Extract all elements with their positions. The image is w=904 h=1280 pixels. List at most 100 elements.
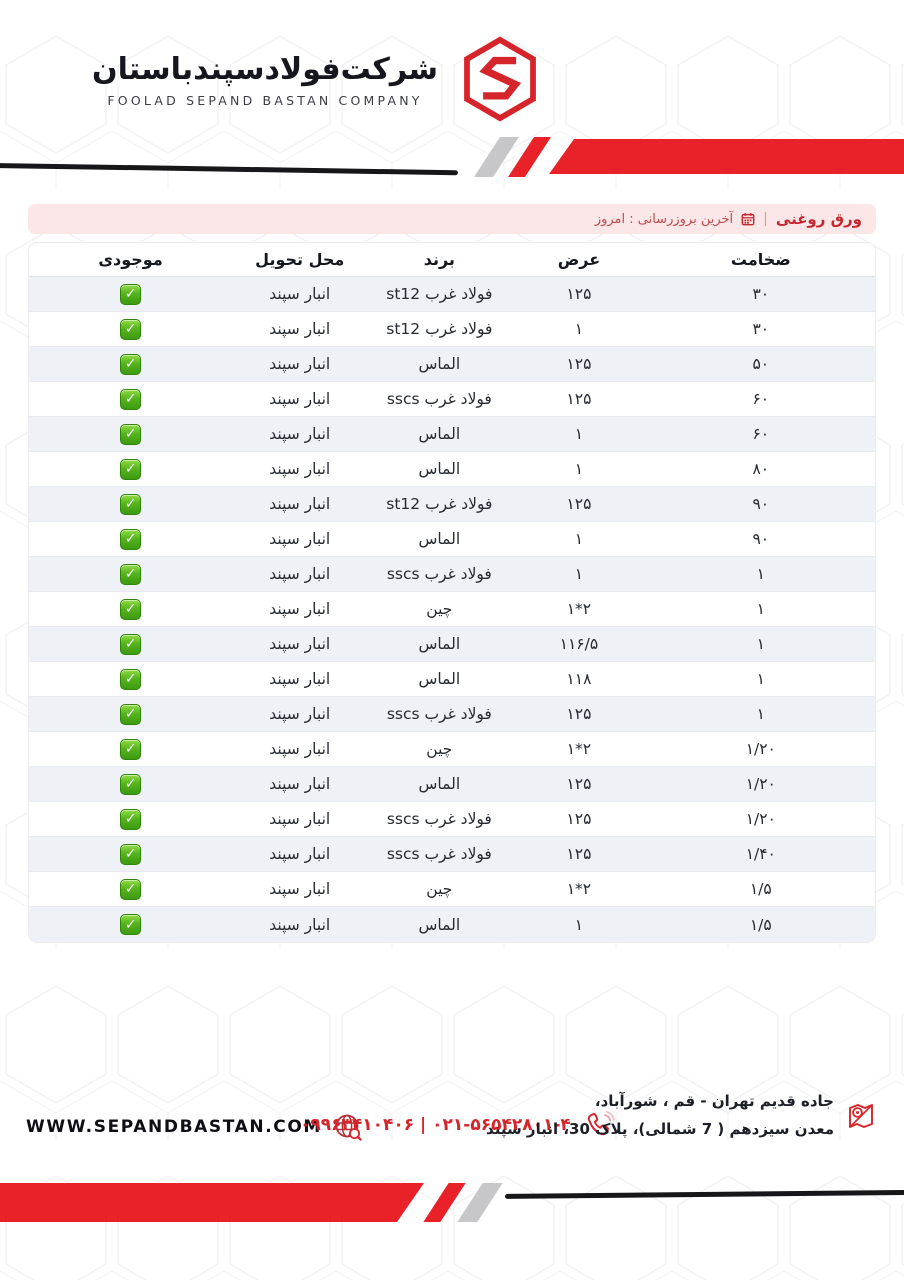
table-row: ۶۰ ۱ الماس انبار سپند ✓ (29, 417, 875, 452)
table-row: ۱ ۱ فولاد غرب sscs انبار سپند ✓ (29, 557, 875, 592)
thickness-cell: ۱ (756, 635, 765, 653)
width-cell: ۱۲۵ (566, 495, 592, 513)
width-cell: ۱۲۵ (566, 705, 592, 723)
stock-table: ضخامت عرض برند محل تحویل موجودی ۳۰ ۱۲۵ فول… (28, 242, 876, 943)
calendar-icon (741, 213, 755, 226)
delivery-cell: انبار سپند (269, 495, 331, 513)
thickness-cell: ۳۰ (752, 285, 770, 303)
stock-cell: ✓ (29, 417, 232, 451)
address-line-2: معدن سیزدهم ( 7 شمالی)، پلاک 30، انبار س… (486, 1119, 834, 1138)
width-cell: ۱۲۵ (566, 390, 592, 408)
thickness-cell: ۱/۲۰ (745, 810, 776, 828)
thickness-cell: ۱/۲۰ (745, 740, 776, 758)
delivery-cell: انبار سپند (269, 670, 331, 688)
table-row: ۹۰ ۱۲۵ فولاد غرب st12 انبار سپند ✓ (29, 487, 875, 522)
thickness-cell: ۳۰ (752, 320, 770, 338)
table-row: ۱/۴۰ ۱۲۵ فولاد غرب sscs انبار سپند ✓ (29, 837, 875, 872)
brand-cell: الماس (418, 670, 461, 688)
table-row: ۳۰ ۱۲۵ فولاد غرب st12 انبار سپند ✓ (29, 277, 875, 312)
price-table-section: ورق روغنی | آخرین بروزرسانی : امروز ضخام… (28, 204, 876, 943)
stock-cell: ✓ (29, 767, 232, 801)
brand-cell: فولاد غرب st12 (386, 495, 493, 513)
brand-cell: الماس (418, 530, 461, 548)
green-check-icon: ✓ (120, 598, 142, 620)
company-name-english: FOOLAD SEPAND BASTAN COMPANY (107, 93, 423, 108)
delivery-cell: انبار سپند (269, 810, 331, 828)
stock-cell: ✓ (29, 347, 232, 381)
stock-cell: ✓ (29, 627, 232, 661)
table-row: ۱/۵ ۱ الماس انبار سپند ✓ (29, 907, 875, 942)
stock-cell: ✓ (29, 277, 232, 311)
header-brand: برند (423, 250, 455, 269)
table-row: ۱ ۱۱۸ الماس انبار سپند ✓ (29, 662, 875, 697)
delivery-cell: انبار سپند (269, 355, 331, 373)
green-check-icon: ✓ (120, 563, 142, 585)
width-cell: ۱۲۵ (566, 845, 592, 863)
thickness-cell: ۶۰ (752, 390, 770, 408)
green-check-icon: ✓ (120, 493, 142, 515)
thickness-cell: ۹۰ (752, 530, 770, 548)
table-row: ۱/۲۰ ۱۲۵ فولاد غرب sscs انبار سپند ✓ (29, 802, 875, 837)
thickness-cell: ۱/۵ (749, 915, 772, 934)
green-check-icon: ✓ (120, 703, 142, 725)
stock-cell: ✓ (29, 382, 232, 416)
delivery-cell: انبار سپند (269, 600, 331, 618)
thickness-cell: ۹۰ (752, 495, 770, 513)
thickness-cell: ۶۰ (752, 425, 770, 443)
title-separator: | (763, 211, 768, 227)
website-block: WWW.SEPANDBASTAN.COM (26, 1112, 363, 1142)
brand-cell: فولاد غرب sscs (386, 845, 492, 863)
brand-cell: چین (426, 740, 453, 758)
thickness-cell: ۱/۲۰ (745, 775, 776, 793)
brand-cell: الماس (418, 635, 461, 653)
stock-cell: ✓ (29, 522, 232, 556)
brand-cell: الماس (418, 425, 461, 443)
address-line-1: جاده قدیم تهران - قم ، شورآباد، (594, 1092, 834, 1110)
width-cell: ۱ (574, 320, 584, 338)
brand-cell: فولاد غرب sscs (386, 810, 492, 828)
width-cell: ۱*۲ (566, 880, 592, 898)
phone-numbers: ۰۹۹۶۳۴۱۰۴۰۶ | ۰۲۱-۵۶۵۴۲۸۰۱-۴ (300, 1115, 571, 1135)
hexagon-s-logo-icon (464, 36, 536, 122)
company-logo-block: شرکت‌فولادسپندباستان FOOLAD SEPAND BASTA… (92, 36, 548, 122)
brand-cell: فولاد غرب sscs (386, 565, 492, 583)
table-row: ۹۰ ۱ الماس انبار سپند ✓ (29, 522, 875, 557)
green-check-icon: ✓ (120, 738, 142, 760)
table-row: ۱ ۱*۲ چین انبار سپند ✓ (29, 592, 875, 627)
table-body: ۳۰ ۱۲۵ فولاد غرب st12 انبار سپند ✓ ۳۰ ۱ فولاد غ… (29, 277, 875, 942)
address-block: جاده قدیم تهران - قم ، شورآباد، معدن سیز… (486, 1088, 878, 1144)
table-row: ۳۰ ۱ فولاد غرب st12 انبار سپند ✓ (29, 312, 875, 347)
table-row: ۱ ۱۲۵ فولاد غرب sscs انبار سپند ✓ (29, 697, 875, 732)
last-update-text: آخرین بروزرسانی : امروز (594, 211, 734, 227)
width-cell: ۱*۲ (566, 740, 592, 758)
table-header-row: ضخامت عرض برند محل تحویل موجودی (29, 243, 875, 277)
company-name-block: شرکت‌فولادسپندباستان FOOLAD SEPAND BASTA… (92, 50, 438, 108)
delivery-cell: انبار سپند (269, 775, 331, 793)
width-cell: ۱۱۸ (566, 670, 592, 688)
stock-cell: ✓ (29, 732, 232, 766)
brand-cell: فولاد غرب sscs (386, 705, 492, 723)
stock-cell: ✓ (29, 487, 232, 521)
delivery-cell: انبار سپند (269, 530, 331, 548)
stock-cell: ✓ (29, 872, 232, 906)
green-check-icon: ✓ (120, 843, 142, 865)
brand-cell: الماس (418, 355, 461, 373)
delivery-cell: انبار سپند (269, 845, 331, 863)
thickness-cell: ۵۰ (752, 355, 770, 373)
delivery-cell: انبار سپند (269, 425, 331, 443)
table-title-bar: ورق روغنی | آخرین بروزرسانی : امروز (28, 204, 876, 234)
table-row: ۱/۲۰ ۱*۲ چین انبار سپند ✓ (29, 732, 875, 767)
delivery-cell: انبار سپند (269, 285, 331, 303)
green-check-icon: ✓ (120, 528, 142, 550)
width-cell: ۱*۲ (566, 600, 592, 618)
width-cell: ۱ (574, 565, 584, 583)
width-cell: ۱۲۵ (566, 355, 592, 373)
stock-cell: ✓ (29, 452, 232, 486)
width-cell: ۱۱۶/۵ (559, 635, 599, 653)
table-row: ۶۰ ۱۲۵ فولاد غرب sscs انبار سپند ✓ (29, 382, 875, 417)
delivery-cell: انبار سپند (269, 635, 331, 653)
thickness-cell: ۱ (756, 670, 765, 688)
thickness-cell: ۱/۴۰ (745, 845, 776, 863)
stock-cell: ✓ (29, 837, 232, 871)
stock-cell: ✓ (29, 802, 232, 836)
